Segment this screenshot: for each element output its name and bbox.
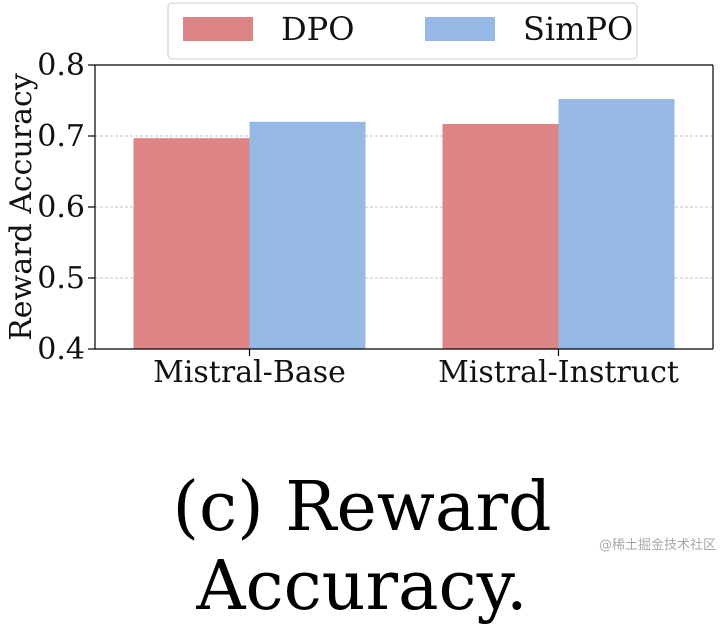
- bar-simpo-mistral-instruct: [558, 99, 675, 349]
- y-axis-label: Reward Accuracy: [4, 73, 39, 341]
- y-tick-label: 0.7: [37, 119, 85, 154]
- legend-label-dpo: DPO: [281, 10, 354, 48]
- legend-swatch-simpo: [425, 17, 495, 41]
- x-tick-label: Mistral-Instruct: [438, 355, 679, 390]
- y-tick-label: 0.6: [37, 190, 85, 225]
- y-tick-label: 0.8: [37, 48, 85, 83]
- x-ticks: Mistral-Base Mistral-Instruct: [153, 349, 679, 390]
- y-tick-label: 0.5: [37, 261, 85, 296]
- legend: DPO SimPO: [167, 2, 638, 60]
- x-tick-label: Mistral-Base: [153, 355, 346, 390]
- bar-chart: 0.4 0.5 0.6 0.7 0.8 Mistral-Base Mistral-Inst…: [4, 2, 714, 390]
- bar-simpo-mistral-base: [249, 121, 366, 349]
- legend-frame: [167, 2, 638, 60]
- bar-dpo-mistral-base: [133, 138, 250, 349]
- bar-dpo-mistral-instruct: [442, 123, 559, 350]
- legend-swatch-dpo: [183, 17, 253, 41]
- watermark: @稀土掘金技术社区: [598, 538, 716, 553]
- bars-group: [133, 99, 675, 350]
- legend-label-simpo: SimPO: [523, 10, 633, 48]
- y-tick-label: 0.4: [37, 332, 85, 367]
- y-ticks: 0.4 0.5 0.6 0.7 0.8: [37, 48, 95, 367]
